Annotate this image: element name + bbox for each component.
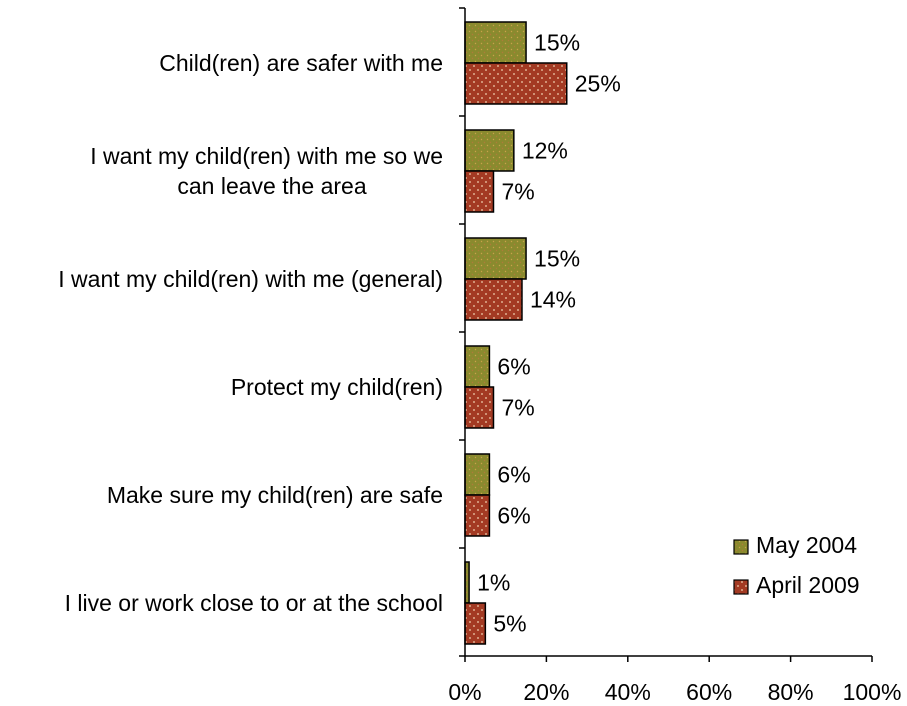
bar-may-2004 [464,129,515,172]
bar-may-2004 [464,345,491,388]
data-label: 6% [497,354,530,380]
category-labels: Child(ren) are safer with me I want my ch… [58,50,443,616]
bar-april-2009 [464,62,568,105]
legend-swatch [733,579,749,595]
category-label: Protect my child(ren) [231,374,443,400]
legend-label: May 2004 [756,532,857,558]
bar-april-2009 [464,278,523,321]
x-tick-label: 0% [448,679,481,705]
category-label: I want my child(ren) with me (general) [58,266,443,292]
x-tick-label: 80% [768,679,814,705]
bar-april-2009 [464,386,495,429]
data-label: 12% [522,138,568,164]
legend: May 2004 April 2009 [733,532,860,598]
bar-may-2004 [464,453,491,496]
bar-april-2009 [464,494,491,537]
x-tick-label: 100% [843,679,902,705]
data-label: 7% [501,179,534,205]
axes: 0% 20% 40% 60% 80% 100% [448,7,902,705]
category-label: Child(ren) are safer with me [159,50,443,76]
bar-may-2004 [464,237,527,280]
data-label: 1% [477,570,510,596]
data-label: 6% [497,503,530,529]
category-label: I want my child(ren) with me so we can le… [90,143,443,199]
legend-label: April 2009 [756,572,860,598]
data-label: 14% [530,287,576,313]
bar-may-2004 [464,21,527,64]
data-label: 25% [575,71,621,97]
x-tick-label: 40% [605,679,651,705]
category-label: I live or work close to or at the school [65,590,443,616]
data-label: 7% [501,395,534,421]
data-label: 6% [497,462,530,488]
x-tick-label: 20% [523,679,569,705]
category-label: Make sure my child(ren) are safe [107,482,443,508]
bar-april-2009 [464,602,487,645]
data-label: 15% [534,30,580,56]
data-label: 5% [493,611,526,637]
bar-april-2009 [464,170,495,213]
legend-swatch [733,539,749,555]
x-tick-label: 60% [686,679,732,705]
bars [464,21,568,645]
data-labels: 15% 12% 15% 6% 6% 1% 25% 7% 14% 7% 6% 5% [477,30,621,637]
data-label: 15% [534,246,580,272]
